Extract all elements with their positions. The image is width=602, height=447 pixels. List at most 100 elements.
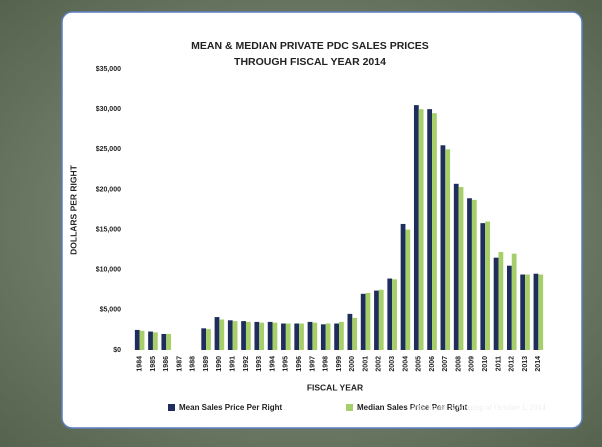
x-tick-label: 2010	[482, 356, 489, 372]
x-tick-label: 1987	[176, 356, 183, 372]
y-tick-label: $30,000	[96, 106, 121, 113]
bar	[347, 313, 353, 350]
bar	[493, 257, 499, 350]
bar	[400, 223, 406, 350]
bar	[445, 149, 451, 350]
legend-swatch	[346, 404, 353, 411]
x-tick-label: 1991	[230, 356, 237, 372]
bar	[413, 105, 419, 350]
x-tick-label: 1994	[269, 356, 276, 372]
x-tick-label: 1993	[256, 356, 263, 372]
x-tick-label: 1988	[190, 356, 197, 372]
bar	[506, 265, 512, 350]
bar	[201, 328, 207, 350]
bar	[339, 321, 344, 350]
bar	[281, 323, 286, 350]
footer-note: Attachment A Meeting of October 1, 2014	[410, 403, 545, 412]
x-tick-label: 2005	[416, 356, 423, 372]
bar	[533, 273, 539, 350]
x-tick-label: 2008	[455, 356, 462, 372]
bar	[378, 289, 384, 350]
bar	[259, 322, 265, 350]
x-tick-label: 1992	[243, 356, 250, 372]
bar	[139, 330, 145, 350]
x-tick-label: 1986	[163, 356, 170, 372]
bar	[206, 329, 211, 350]
x-tick-label: 2003	[389, 356, 396, 372]
x-tick-label: 1999	[336, 356, 343, 372]
bar	[498, 252, 504, 350]
bar	[307, 321, 313, 350]
chart-subtitle: THROUGH FISCAL YEAR 2014	[234, 56, 386, 68]
bar	[511, 253, 517, 350]
y-tick-label: $0	[113, 347, 121, 354]
bar	[440, 145, 446, 350]
x-tick-label: 2012	[509, 356, 516, 372]
bar	[267, 321, 273, 350]
bar	[387, 278, 393, 350]
x-tick-label: 2004	[402, 356, 409, 372]
x-tick-label: 2001	[362, 356, 369, 372]
bar	[219, 319, 225, 350]
bar	[360, 293, 366, 350]
y-tick-label: $35,000	[96, 66, 121, 73]
bar	[405, 229, 411, 350]
x-tick-label: 2002	[376, 356, 383, 372]
x-tick-label: 2009	[469, 356, 476, 372]
bar	[374, 290, 379, 350]
y-tick-label: $25,000	[96, 146, 121, 153]
x-tick-label: 1997	[309, 356, 316, 372]
x-tick-label: 1996	[296, 356, 303, 372]
x-tick-label: 1998	[323, 356, 330, 372]
bar	[214, 317, 220, 350]
x-tick-label: 2014	[535, 356, 542, 372]
bar	[285, 323, 291, 350]
x-axis-label: FISCAL YEAR	[307, 382, 363, 392]
legend-swatch	[168, 404, 175, 411]
bar	[432, 113, 437, 351]
bar	[245, 321, 251, 350]
bar	[485, 221, 490, 350]
bar	[134, 329, 140, 350]
bar	[148, 331, 153, 350]
bar	[365, 292, 371, 350]
bar	[325, 323, 331, 350]
x-tick-label: 1989	[203, 356, 210, 372]
y-tick-label: $5,000	[100, 307, 122, 314]
bar	[520, 274, 526, 350]
bar	[352, 317, 358, 350]
x-tick-label: 2011	[495, 356, 502, 371]
bar	[453, 183, 459, 350]
bar	[241, 321, 246, 350]
bar	[538, 274, 544, 350]
bar	[471, 199, 477, 350]
legend-label: Mean Sales Price Per Right	[179, 403, 282, 412]
y-axis-label: DOLLARS PER RIGHT	[68, 164, 78, 255]
bar	[392, 279, 397, 350]
y-tick-label: $15,000	[96, 226, 121, 233]
bar	[254, 321, 260, 350]
chart-panel	[61, 11, 583, 429]
bar	[480, 223, 486, 350]
bar	[525, 274, 530, 350]
x-tick-label: 2007	[442, 356, 449, 372]
bar	[418, 109, 424, 351]
bar	[161, 333, 167, 350]
x-tick-label: 2013	[522, 356, 529, 372]
x-tick-label: 1990	[216, 356, 223, 372]
bar	[272, 322, 278, 350]
x-tick-label: 1984	[136, 356, 143, 372]
bar	[152, 332, 158, 350]
chart-title: MEAN & MEDIAN PRIVATE PDC SALES PRICES	[191, 40, 429, 52]
bar	[467, 198, 472, 350]
x-tick-label: 2006	[429, 356, 436, 372]
bar	[312, 322, 318, 350]
x-tick-label: 2000	[349, 356, 356, 372]
bar	[320, 324, 326, 350]
y-tick-label: $10,000	[96, 267, 121, 274]
bar	[299, 323, 304, 350]
bar	[166, 333, 172, 350]
bar	[458, 187, 464, 350]
bar	[227, 320, 233, 350]
